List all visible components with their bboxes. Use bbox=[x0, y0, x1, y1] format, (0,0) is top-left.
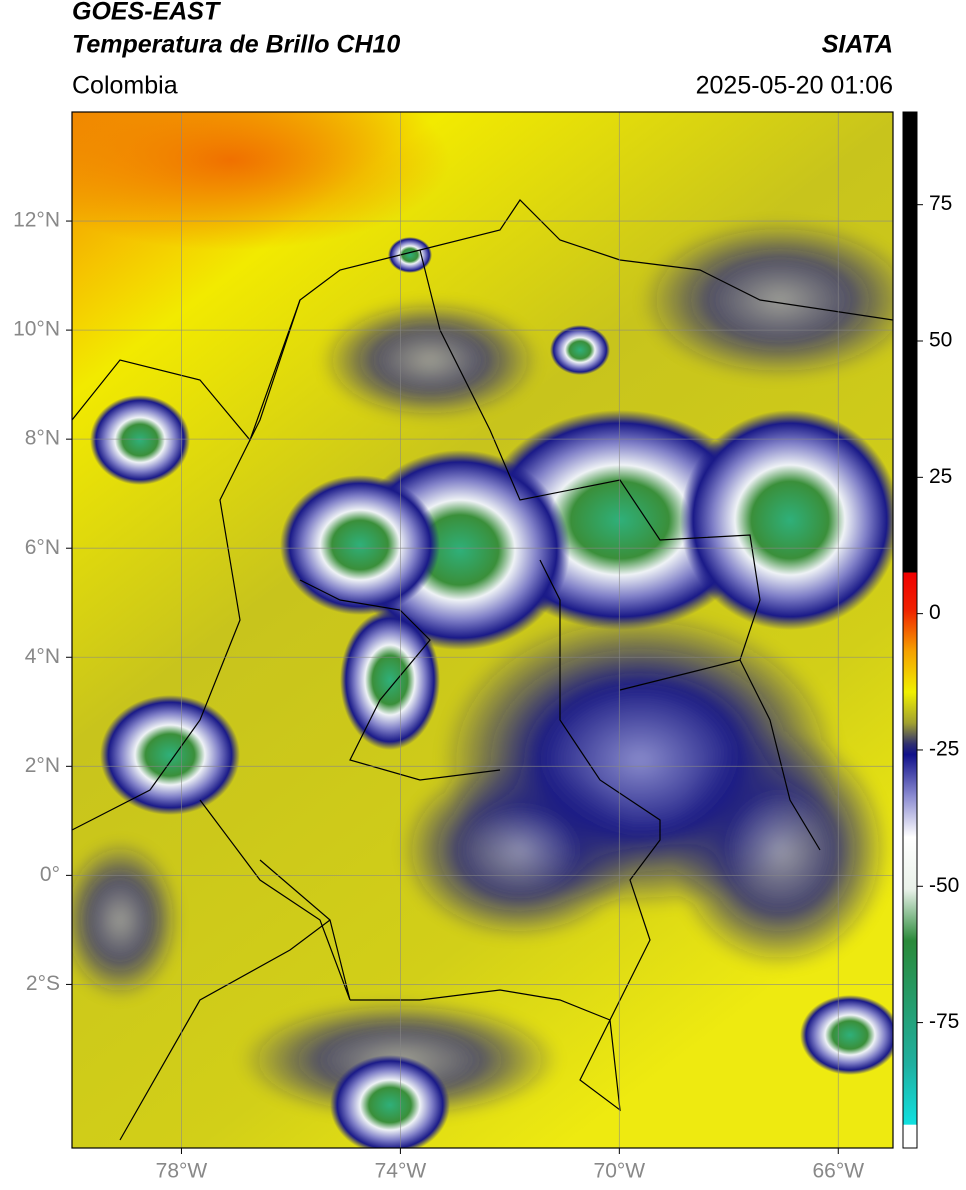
y-tick-label: 4°N bbox=[25, 645, 60, 668]
colorbar-tick-label: -25 bbox=[929, 738, 959, 761]
colorbar bbox=[902, 111, 918, 1149]
imagery bbox=[72, 112, 893, 1148]
x-tick-label: 74°W bbox=[375, 1160, 427, 1183]
colorbar-tick-label: -50 bbox=[929, 874, 959, 897]
y-tick-label: 0° bbox=[40, 863, 60, 886]
y-tick-label: 2°N bbox=[25, 754, 60, 777]
y-tick-label: 6°N bbox=[25, 536, 60, 559]
y-tick-label: 10°N bbox=[13, 318, 60, 341]
y-tick-label: 8°N bbox=[25, 427, 60, 450]
graticule bbox=[72, 112, 893, 1148]
x-tick-label: 66°W bbox=[812, 1160, 864, 1183]
y-tick-label: 2°S bbox=[26, 972, 60, 995]
x-tick-label: 70°W bbox=[594, 1160, 646, 1183]
colorbar-tick-label: 50 bbox=[929, 329, 952, 352]
colorbar-tick-label: 0 bbox=[929, 601, 941, 624]
agency: SIATA bbox=[822, 31, 893, 59]
colorbar-tick-label: 75 bbox=[929, 192, 952, 215]
satellite: GOES-EAST bbox=[72, 0, 222, 26]
colorbar-tick-label: -75 bbox=[929, 1010, 959, 1033]
region: Colombia bbox=[72, 72, 178, 100]
map-frame bbox=[71, 111, 894, 1149]
product: Temperatura de Brillo CH10 bbox=[72, 31, 400, 59]
x-tick-label: 78°W bbox=[156, 1160, 208, 1183]
y-tick-label: 12°N bbox=[13, 209, 60, 232]
timestamp: 2025-05-20 01:06 bbox=[696, 72, 893, 100]
colorbar-tick-label: 25 bbox=[929, 465, 952, 488]
